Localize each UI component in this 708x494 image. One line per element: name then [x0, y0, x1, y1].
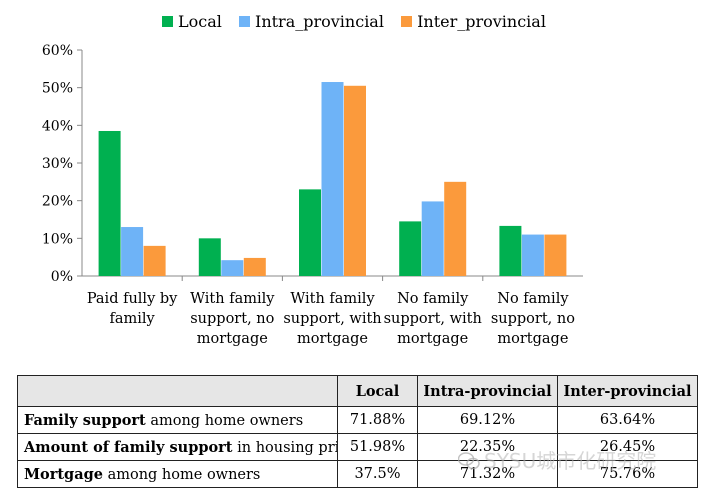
bar-intra-provincial [321, 82, 344, 277]
row-label-bold: Family support [24, 411, 146, 429]
x-tick-label: support, no [190, 311, 274, 327]
table-cell: 37.5% [337, 460, 418, 488]
legend-item-inter: Inter_provincial [401, 12, 546, 31]
y-tick-label: 30% [42, 156, 73, 172]
bar-local [399, 221, 422, 276]
legend-label-inter: Inter_provincial [417, 12, 546, 31]
bar-local [98, 130, 121, 276]
table-row: Family support among home owners 71.88% … [17, 406, 698, 434]
x-tick-label: support, with [283, 311, 381, 327]
bar-local [198, 238, 221, 276]
table-row: Amount of family support in housing pric… [17, 433, 698, 461]
y-tick-label: 20% [42, 194, 73, 210]
x-tick-label: With family [190, 291, 275, 307]
x-tick-label: mortgage [397, 331, 468, 347]
table-cell: 71.32% [417, 460, 558, 488]
x-tick-label: support, with [384, 311, 482, 327]
legend-swatch-intra [239, 16, 250, 27]
x-tick-label: mortgage [497, 331, 568, 347]
legend-label-intra: Intra_provincial [255, 12, 384, 31]
bar-local [299, 189, 321, 276]
row-label-bold: Mortgage [24, 465, 103, 483]
legend-swatch-local [162, 16, 174, 27]
y-tick-label: 0% [51, 269, 73, 285]
bar-intra-provincial [421, 201, 444, 276]
bar-local [499, 225, 522, 276]
legend-item-intra: Intra_provincial [239, 12, 384, 31]
legend-item-local: Local [162, 12, 222, 31]
x-tick-label: No family [397, 291, 469, 307]
table-header-row: Local Intra-provincial Inter-provincial [17, 375, 698, 407]
x-tick-label: With family [290, 291, 375, 307]
x-tick-label: support, no [491, 311, 575, 327]
table-header-intra: Intra-provincial [417, 375, 558, 407]
table-cell: 63.64% [557, 406, 698, 434]
summary-table: Local Intra-provincial Inter-provincial … [17, 375, 698, 488]
wechat-icon [457, 452, 480, 470]
bar-inter-provincial [544, 234, 567, 276]
legend-label-local: Local [178, 12, 222, 31]
bar-chart: 0% 10% 20% 30% 40% 50% 60% Paid fully by family W… [42, 43, 583, 347]
chart-legend: Local Intra_provincial Inter_provincial [0, 12, 708, 31]
table-cell: 71.88% [337, 406, 418, 434]
table-cell: 69.12% [417, 406, 558, 434]
row-label-rest: among home owners [145, 412, 304, 429]
y-tick-label: 60% [42, 43, 73, 59]
x-tick-label: mortgage [197, 331, 268, 347]
table-cell: 75.76% [557, 460, 698, 488]
bar-inter-provincial [243, 257, 266, 276]
y-tick-label: 10% [42, 231, 73, 247]
row-label-bold: Amount of family support [24, 438, 233, 456]
y-tick-label: 50% [42, 81, 73, 97]
watermark-text: SYSU城市化研究院 [484, 449, 657, 473]
row-label-mortgage: Mortgage among home owners [17, 460, 338, 488]
bar-inter-provincial [143, 245, 166, 276]
y-tick-label: 40% [42, 118, 73, 134]
x-tick-label: family [109, 311, 155, 327]
table-header-inter: Inter-provincial [557, 375, 698, 407]
x-tick-label: mortgage [297, 331, 368, 347]
x-tick-label: Paid fully by [87, 291, 178, 307]
row-label-amount-support: Amount of family support in housing pric… [17, 433, 338, 461]
watermark: SYSU城市化研究院 [457, 445, 657, 474]
bar-inter-provincial [444, 181, 467, 276]
bar-inter-provincial [344, 85, 366, 277]
row-label-rest: in housing price [237, 439, 336, 456]
table-cell: 51.98% [337, 433, 418, 461]
bar-intra-provincial [121, 227, 144, 276]
table-header-empty [17, 375, 338, 407]
legend-swatch-inter [401, 16, 413, 27]
x-tick-label: No family [497, 291, 569, 307]
table-row: Mortgage among home owners 37.5% 71.32% … [17, 460, 698, 488]
row-label-family-support: Family support among home owners [17, 406, 338, 434]
bar-intra-provincial [521, 234, 544, 276]
bar-intra-provincial [221, 260, 244, 276]
row-label-rest: among home owners [102, 466, 261, 483]
table-header-local: Local [337, 375, 418, 407]
